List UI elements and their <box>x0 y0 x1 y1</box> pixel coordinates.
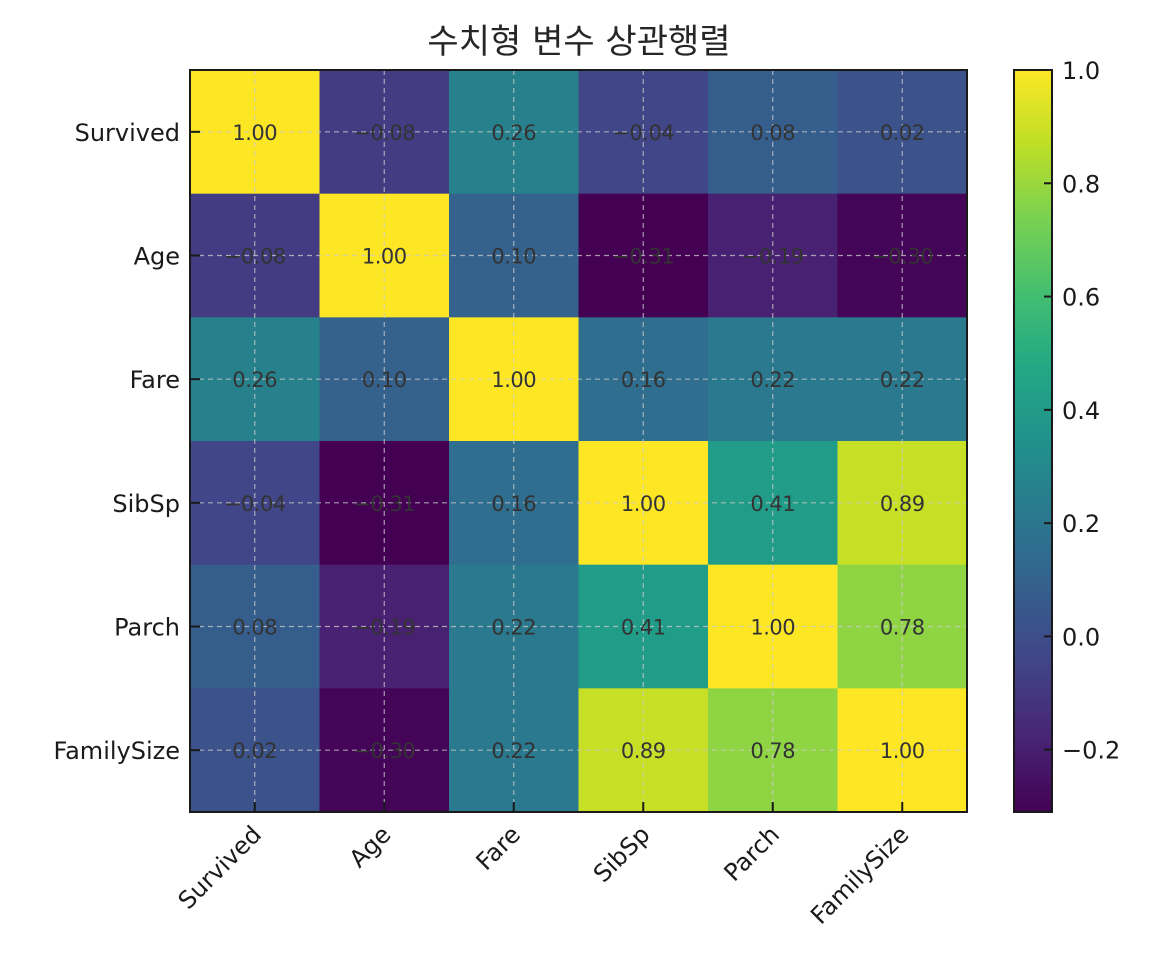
grid-lines <box>190 70 967 812</box>
heatmap-cells <box>190 70 968 813</box>
cell-value-label: 0.02 <box>232 739 277 763</box>
cell-value-label: 0.78 <box>880 616 925 640</box>
cell-value-label: 0.16 <box>621 368 666 392</box>
colorbar <box>1013 69 1053 813</box>
cell-value-label: 0.10 <box>491 245 536 269</box>
x-tick-label: Parch <box>719 820 785 886</box>
cell-value-label: −0.19 <box>742 245 804 269</box>
colorbar-tick-label: 1.0 <box>1062 57 1100 85</box>
cell-value-label: 0.41 <box>621 616 666 640</box>
cell-value-label: 1.00 <box>880 739 925 763</box>
cell-value-label: 0.26 <box>232 368 277 392</box>
y-axis-ticks: Survived Age Fare SibSp Parch FamilySize <box>54 119 200 765</box>
cell-value-label: −0.19 <box>353 616 415 640</box>
colorbar-tick-label: 0.8 <box>1062 170 1100 198</box>
cell-value-label: −0.04 <box>224 492 286 516</box>
cell-value-label: 0.78 <box>750 739 795 763</box>
x-tick-label: Fare <box>471 820 526 875</box>
cell-value-label: 0.08 <box>232 616 277 640</box>
colorbar-tick-label: −0.2 <box>1062 737 1120 765</box>
y-tick-label: Fare <box>130 366 180 394</box>
cell-value-label: 0.10 <box>362 368 407 392</box>
cell-value-label: 1.00 <box>362 245 407 269</box>
x-tick-label: SibSp <box>588 820 656 888</box>
cell-value-label: −0.08 <box>224 245 286 269</box>
x-axis-ticks: Survived Age Fare SibSp Parch FamilySize <box>173 802 914 930</box>
colorbar-tick-label: 0.2 <box>1062 510 1100 538</box>
cell-value-labels: 1.00 −0.08 0.26 −0.04 0.08 0.02 −0.08 1.00 0.10 −… <box>224 121 934 763</box>
cell-value-label: −0.31 <box>612 245 674 269</box>
colorbar-tick-label: 0.6 <box>1062 284 1100 312</box>
colorbar-ticks: −0.2 0.0 0.2 0.4 0.6 0.8 1.0 <box>1044 57 1120 765</box>
plot-frame <box>189 69 968 813</box>
x-tick-label: Age <box>344 820 397 873</box>
cell-value-label: −0.31 <box>353 492 415 516</box>
cell-value-label: 0.22 <box>750 368 795 392</box>
colorbar-tick-label: 0.4 <box>1062 397 1100 425</box>
cell-value-label: 0.41 <box>750 492 795 516</box>
x-tick-label: FamilySize <box>805 820 914 929</box>
cell-value-label: 0.08 <box>750 121 795 145</box>
y-tick-label: FamilySize <box>54 737 181 765</box>
colorbar-tick-label: 0.0 <box>1062 623 1100 651</box>
cell-value-label: 0.16 <box>491 492 536 516</box>
y-tick-label: Parch <box>114 614 180 642</box>
cell-value-label: 1.00 <box>491 368 536 392</box>
cell-value-label: 1.00 <box>621 492 666 516</box>
cell-value-label: 0.02 <box>880 121 925 145</box>
cell-value-label: 0.22 <box>491 739 536 763</box>
y-tick-label: SibSp <box>112 490 180 518</box>
cell-value-label: 0.26 <box>491 121 536 145</box>
cell-value-label: 1.00 <box>232 121 277 145</box>
cell-value-label: 0.22 <box>491 616 536 640</box>
cell-value-label: 0.22 <box>880 368 925 392</box>
y-tick-label: Survived <box>75 119 180 147</box>
y-tick-label: Age <box>134 243 180 271</box>
chart-title: 수치형 변수 상관행렬 <box>427 22 730 62</box>
cell-value-label: −0.30 <box>353 739 415 763</box>
cell-value-label: −0.30 <box>871 245 933 269</box>
cell-value-label: 0.89 <box>880 492 925 516</box>
x-tick-label: Survived <box>173 820 267 914</box>
cell-value-label: 0.89 <box>621 739 666 763</box>
cell-value-label: −0.08 <box>353 121 415 145</box>
cell-value-label: 1.00 <box>750 616 795 640</box>
cell-value-label: −0.04 <box>612 121 674 145</box>
